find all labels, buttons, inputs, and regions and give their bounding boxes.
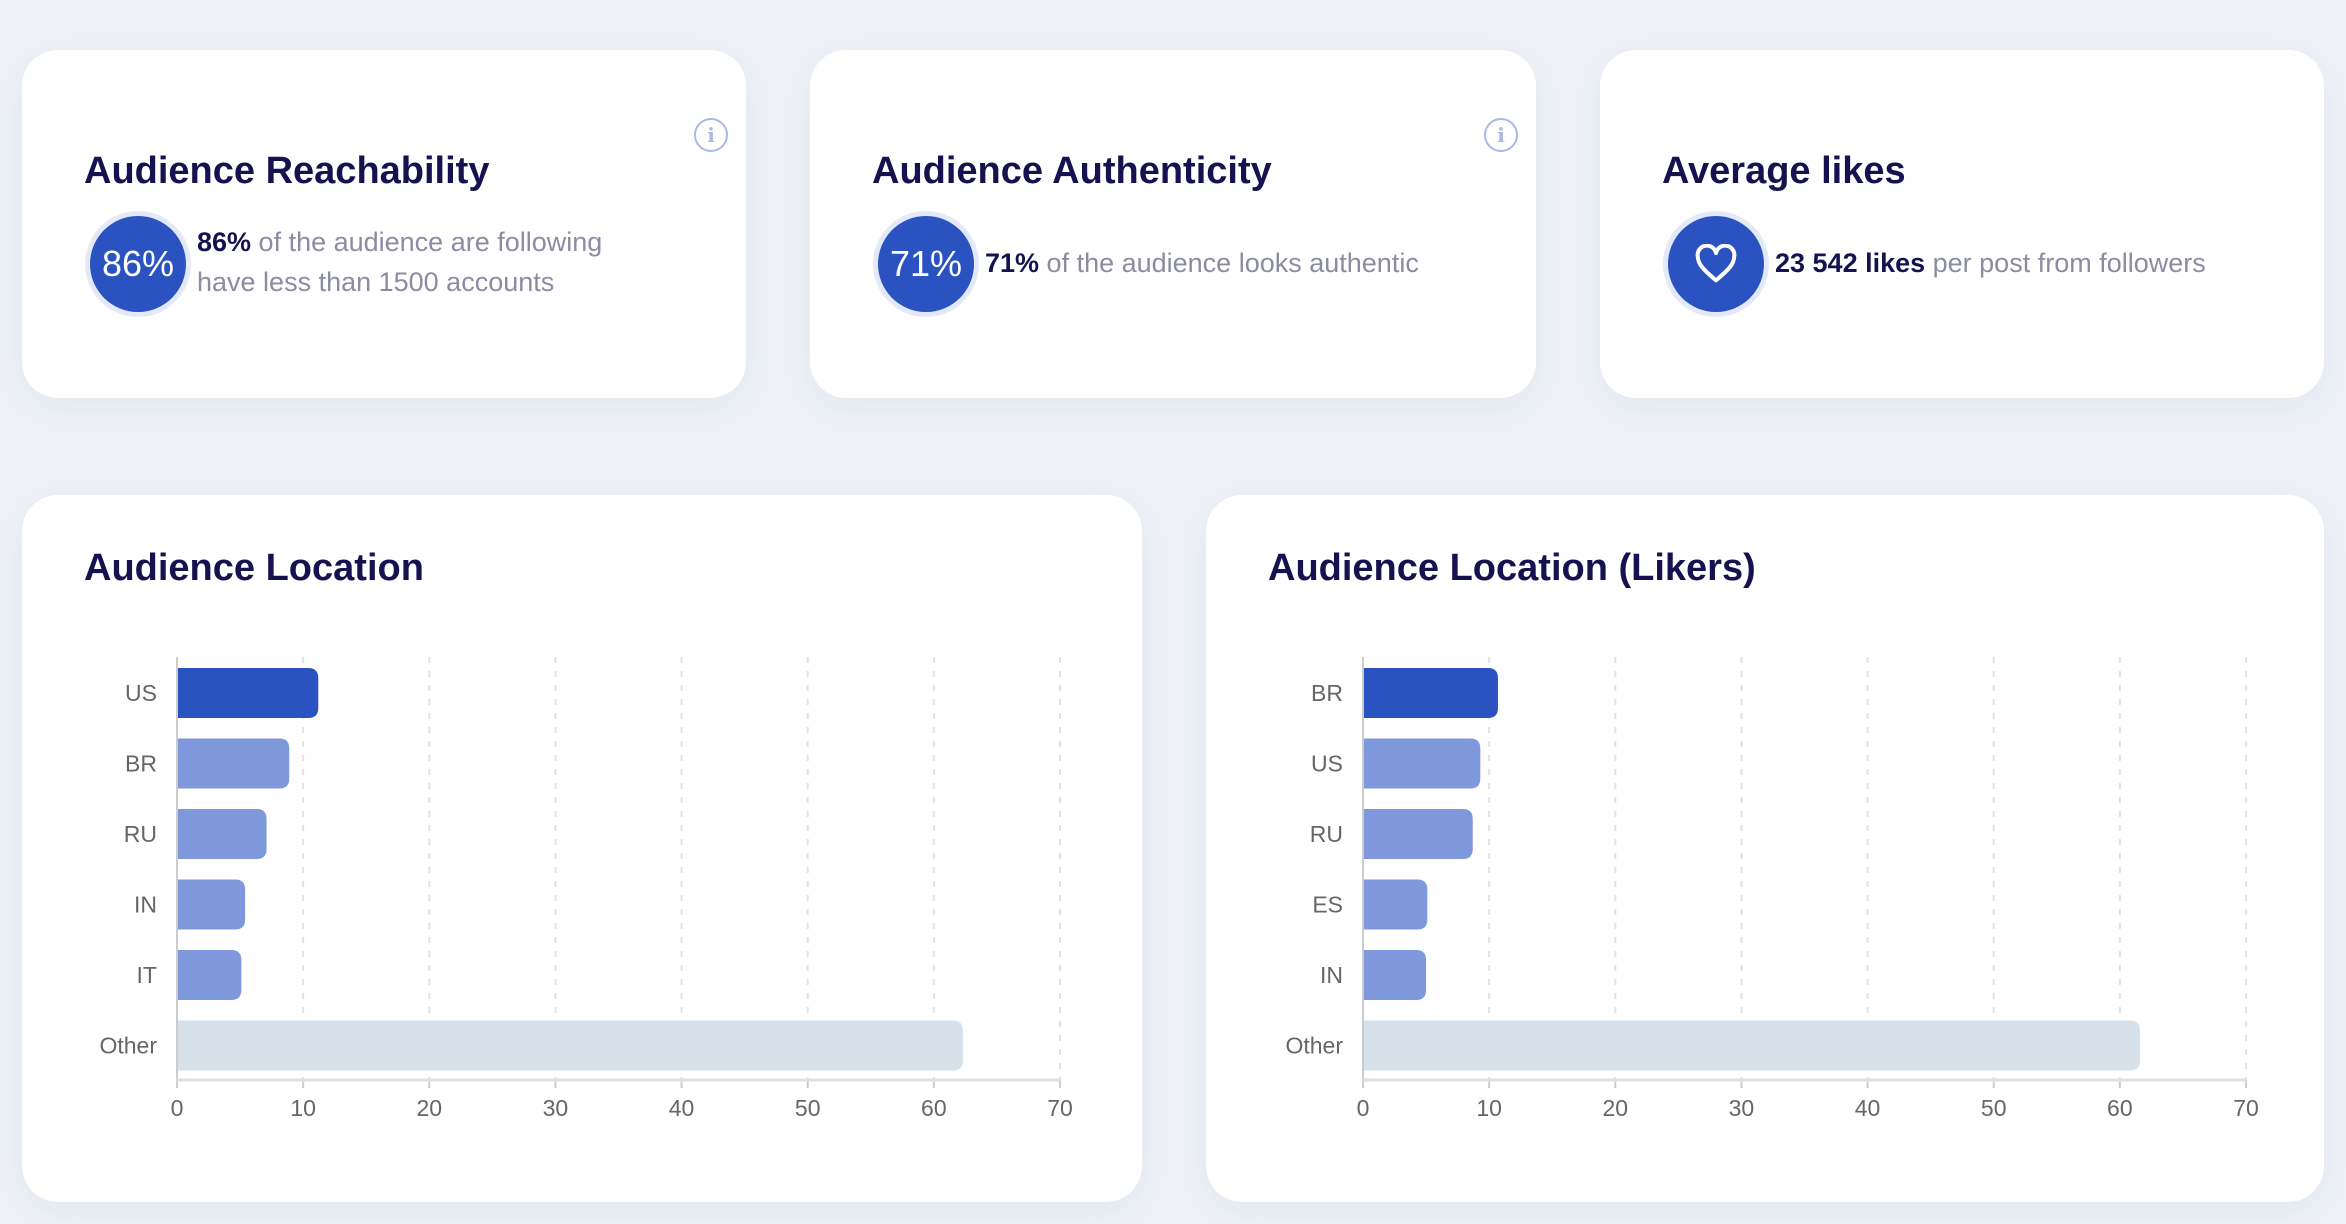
x-tick-label: 10	[1476, 1095, 1502, 1121]
chart-title: Audience Location	[84, 547, 424, 589]
y-tick-label: US	[125, 680, 157, 706]
y-tick-label: IT	[137, 962, 157, 988]
card-title: Average likes	[1662, 150, 1906, 192]
y-tick-label: IN	[1320, 962, 1343, 988]
authenticity-card: Audience Authenticity i 71% 71% of the a…	[810, 50, 1536, 398]
y-tick-label: BR	[125, 751, 157, 777]
bar-in	[177, 879, 246, 930]
bar-us	[177, 668, 319, 718]
bar-other	[177, 1020, 963, 1071]
x-tick-label: 10	[290, 1095, 316, 1121]
info-icon[interactable]: i	[694, 118, 728, 152]
stat-text: of the audience looks authentic	[1039, 248, 1419, 278]
y-tick-label: RU	[124, 821, 157, 847]
x-tick-label: 20	[1602, 1095, 1628, 1121]
stat-text: per post from followers	[1925, 248, 2206, 278]
x-tick-label: 70	[2233, 1095, 2259, 1121]
x-tick-label: 0	[171, 1095, 184, 1121]
bar-es	[1363, 879, 1428, 930]
y-tick-label: US	[1311, 751, 1343, 777]
stat-bold: 23 542 likes	[1775, 248, 1926, 278]
reachability-circle: 86%	[90, 216, 186, 312]
heart-icon	[1668, 216, 1764, 312]
x-tick-label: 50	[795, 1095, 821, 1121]
x-tick-label: 60	[2107, 1095, 2133, 1121]
x-tick-label: 40	[669, 1095, 695, 1121]
x-tick-label: 30	[543, 1095, 569, 1121]
audience-location-chart: 0 10 20 30 40 50 60 70 US BR RU IN IT Other	[99, 657, 1073, 1121]
x-tick-label: 40	[1855, 1095, 1881, 1121]
stat-bold: 71%	[985, 248, 1040, 278]
stat-text: of the audience are following	[251, 227, 603, 257]
y-tick-label: BR	[1311, 680, 1343, 706]
card-title: Audience Authenticity	[872, 150, 1272, 192]
audience-location-card: Audience Location 0 10 20 30 40 50 60 70 US BR RU I…	[22, 495, 1142, 1202]
bar-in	[1363, 950, 1427, 1000]
y-tick-label: Other	[1285, 1033, 1343, 1059]
bar-br	[1363, 668, 1498, 718]
x-tick-label: 60	[921, 1095, 947, 1121]
authenticity-circle: 71%	[878, 216, 974, 312]
chart-title: Audience Location (Likers)	[1268, 547, 1756, 589]
stat-bold: 86%	[197, 227, 252, 257]
card-title: Audience Reachability	[84, 150, 490, 192]
bar-ru	[177, 809, 267, 859]
likes-card: Average likes 23 542 likes per post from…	[1600, 50, 2324, 398]
bar-other	[1363, 1020, 2141, 1071]
authenticity-text: 71% of the audience looks authentic	[985, 243, 1419, 283]
x-tick-label: 70	[1047, 1095, 1073, 1121]
y-tick-label: RU	[1310, 821, 1343, 847]
reachability-text: 86% of the audience are following have le…	[197, 222, 602, 302]
y-tick-label: ES	[1312, 892, 1343, 918]
reachability-card: Audience Reachability i 86% 86% of the a…	[22, 50, 746, 398]
bar-it	[177, 950, 242, 1000]
x-tick-label: 30	[1729, 1095, 1755, 1121]
audience-location-likers-card: Audience Location (Likers) 0 10 20 30 40 50 60…	[1206, 495, 2324, 1202]
y-tick-label: Other	[99, 1033, 157, 1059]
audience-location-likers-chart: 0 10 20 30 40 50 60 70 BR US RU ES IN Other	[1285, 657, 2259, 1121]
info-icon[interactable]: i	[1484, 118, 1518, 152]
y-tick-label: IN	[134, 892, 157, 918]
bar-ru	[1363, 809, 1473, 859]
stat-text-2: have less than 1500 accounts	[197, 267, 555, 297]
x-tick-label: 50	[1981, 1095, 2007, 1121]
x-tick-label: 20	[416, 1095, 442, 1121]
likes-text: 23 542 likes per post from followers	[1775, 243, 2206, 283]
x-tick-label: 0	[1357, 1095, 1370, 1121]
bar-br	[177, 738, 290, 789]
bar-us	[1363, 738, 1481, 789]
